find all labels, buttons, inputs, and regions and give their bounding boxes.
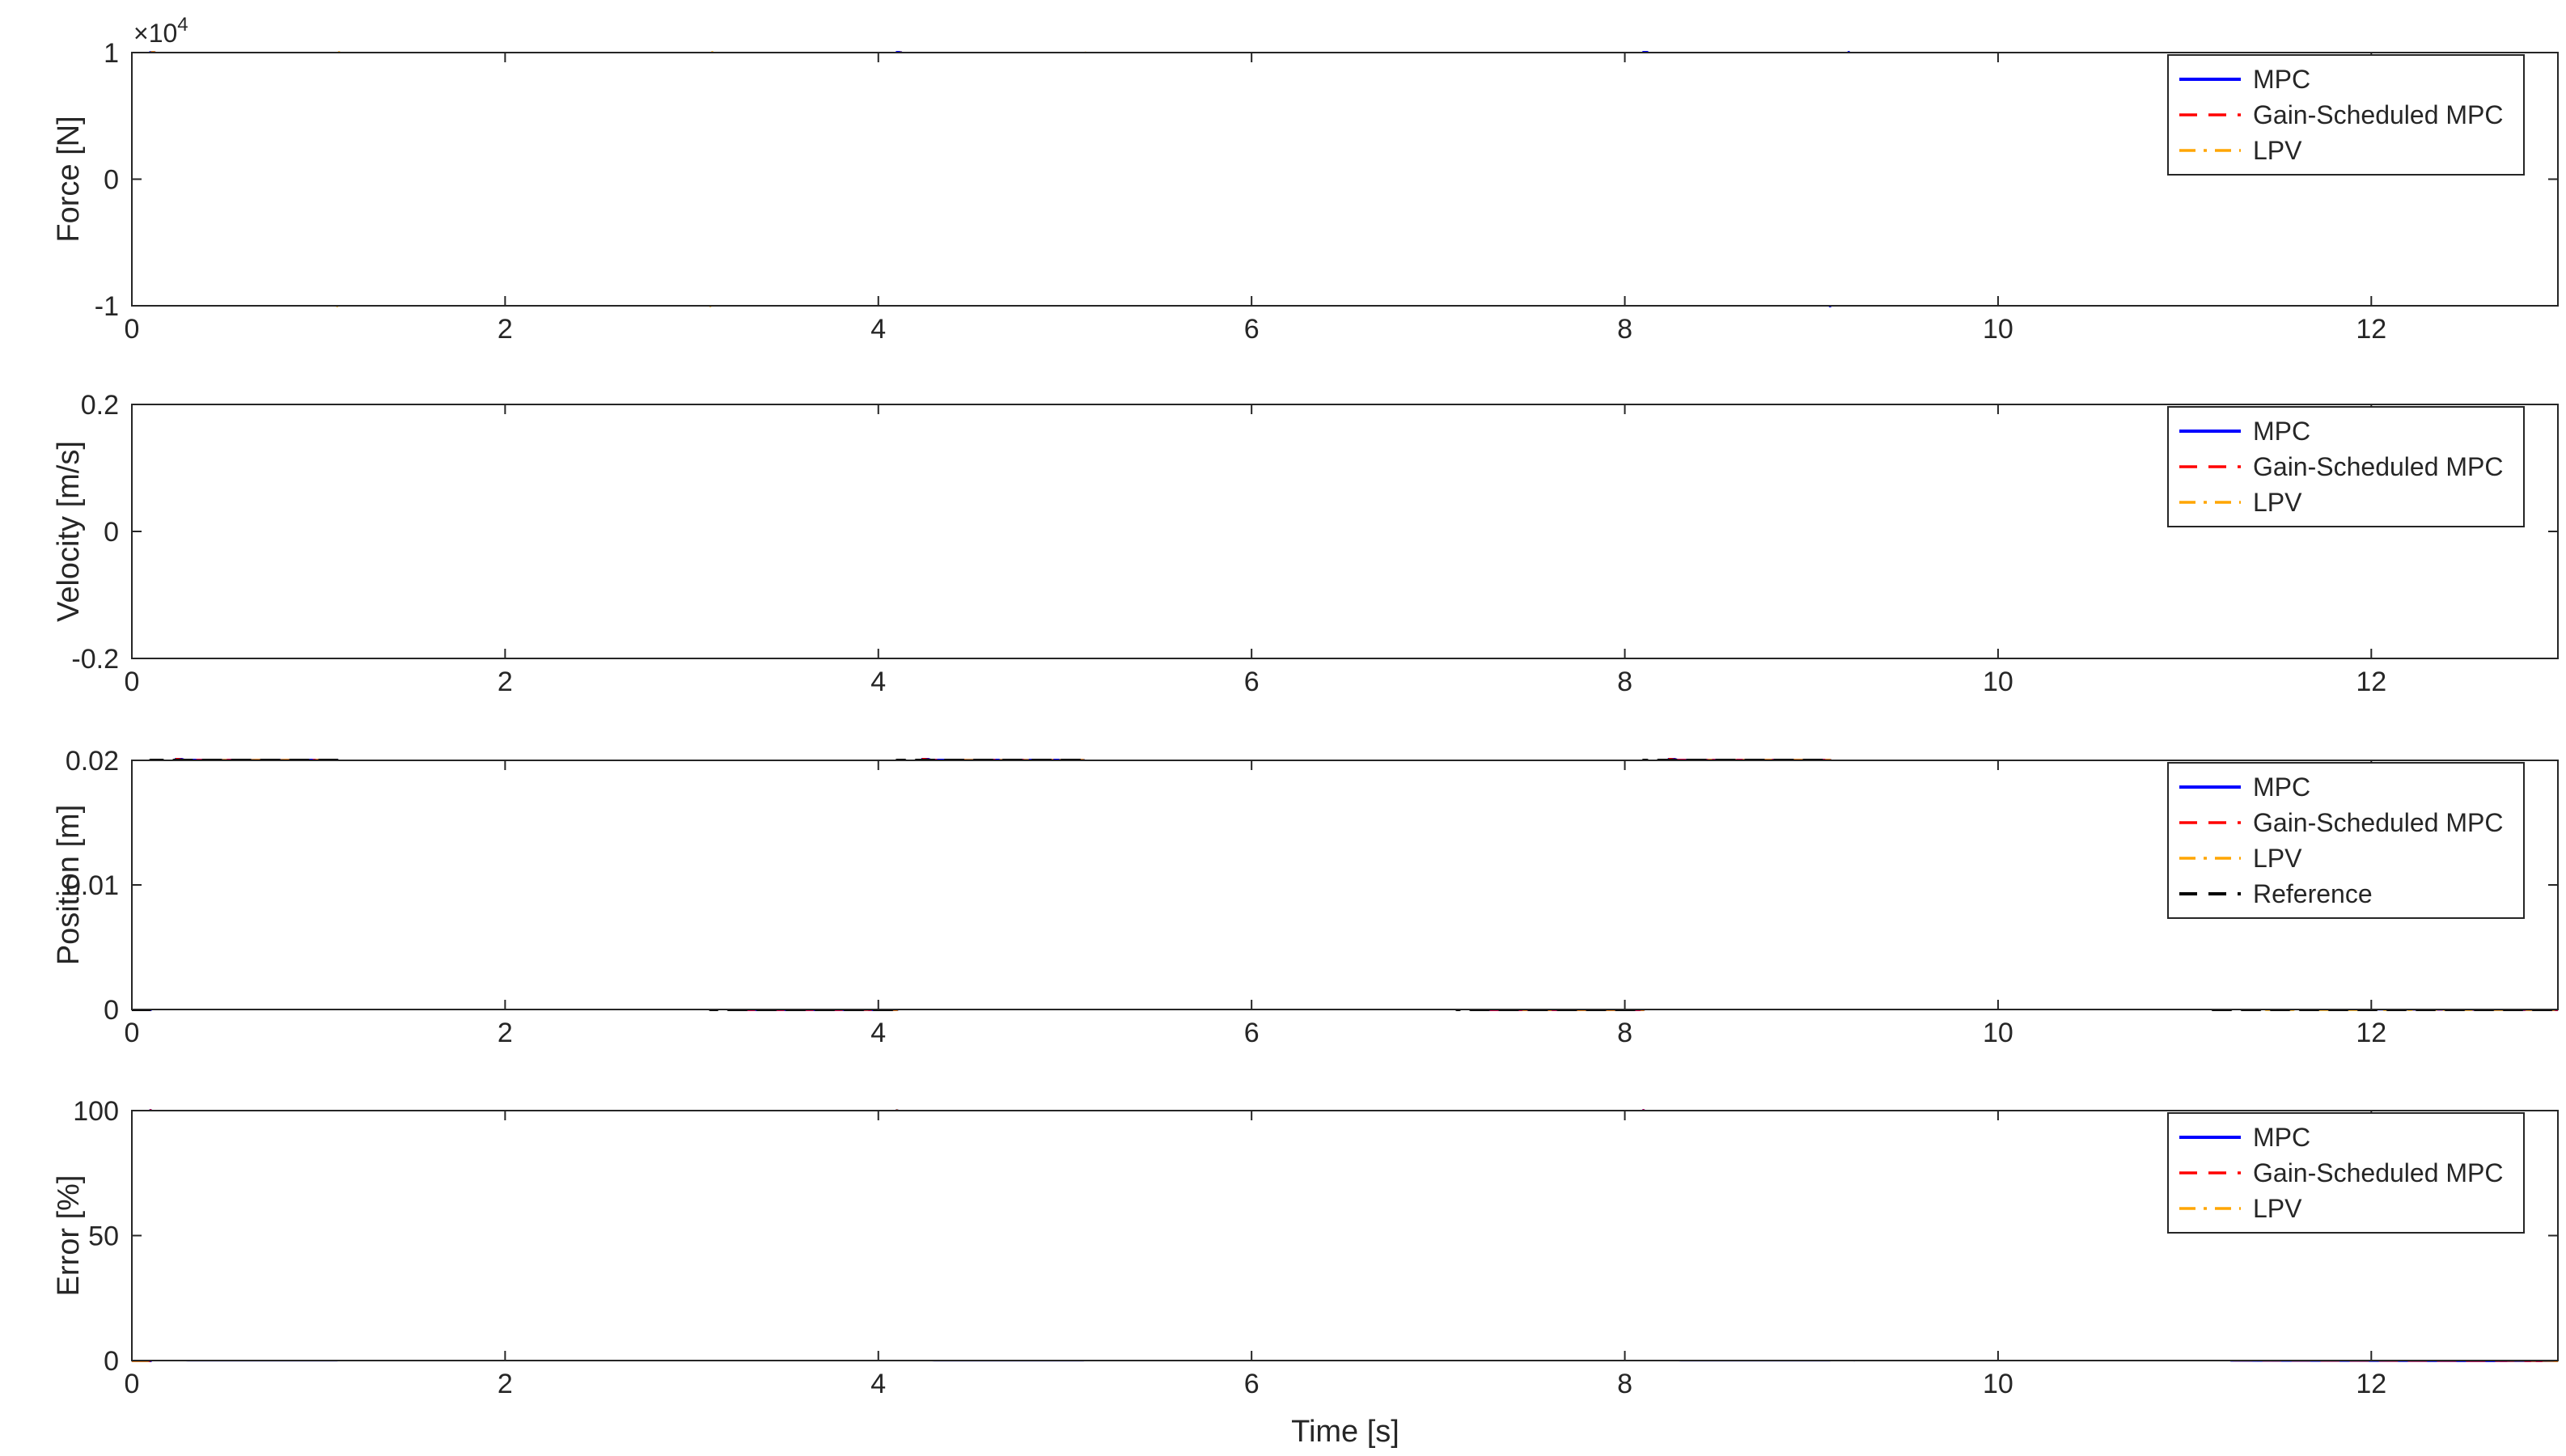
ticks: 0 2 4 6 8 10 12 0 50 100	[73, 1096, 2558, 1399]
x-tick-label: 8	[1617, 667, 1632, 697]
legend-entry: Gain-Scheduled MPC	[2253, 808, 2503, 837]
x-tick-label: 0	[125, 667, 140, 697]
legend: MPC Gain-Scheduled MPC LPV	[2167, 406, 2525, 527]
x-tick-label: 6	[1244, 1018, 1260, 1048]
x-tick-label: 12	[2356, 1369, 2386, 1399]
ticks: 0 2 4 6 8 10 12-101	[95, 38, 2558, 345]
x-tick-label: 12	[2356, 314, 2386, 345]
subplot-4: 0 2 4 6 8 10 12 0 50 100 Error [%] MPC Gain-Schedule…	[52, 1096, 2559, 1399]
plot-frame	[131, 404, 2559, 659]
y-axis-label: Error [%]	[52, 1175, 86, 1297]
y-axis-label: Velocity [m/s]	[52, 441, 86, 622]
ticks: 0 2 4 6 8 10 12-0.200.2	[71, 390, 2558, 697]
legend-entry: LPV	[2253, 1194, 2302, 1223]
legend-entry: Gain-Scheduled MPC	[2253, 452, 2503, 481]
y-tick-label: 0	[104, 517, 119, 548]
x-tick-label: 10	[1983, 667, 2013, 697]
plot-frame	[131, 1110, 2559, 1361]
legend-entry: Reference	[2253, 879, 2373, 908]
x-tick-label: 4	[870, 667, 886, 697]
x-tick-label: 6	[1244, 314, 1260, 345]
x-tick-label: 10	[1983, 1369, 2013, 1399]
y-tick-label: -0.2	[71, 644, 119, 675]
y-tick-label: 0	[104, 165, 119, 196]
x-tick-label: 2	[498, 1018, 513, 1048]
x-axis-label: Time [s]	[1291, 1415, 1399, 1449]
subplot-3: 0 2 4 6 8 10 12 0 0.01 0.02 Position [m] MPC Gain-Sc…	[52, 746, 2559, 1048]
x-tick-label: 4	[870, 314, 886, 345]
x-tick-label: 10	[1983, 1018, 2013, 1048]
legend: MPC Gain-Scheduled MPC LPV	[2167, 1112, 2525, 1234]
y-axis-label: Force [N]	[52, 116, 86, 242]
x-tick-label: 2	[498, 1369, 513, 1399]
x-tick-label: 6	[1244, 1369, 1260, 1399]
y-tick-label: 100	[73, 1096, 119, 1127]
x-tick-label: 4	[870, 1369, 886, 1399]
legend-entry: LPV	[2253, 488, 2302, 517]
plot-frame	[131, 760, 2559, 1010]
y-tick-label: 0	[104, 1346, 119, 1377]
legend-entry: LPV	[2253, 136, 2302, 165]
y-tick-label: 50	[88, 1221, 119, 1252]
legend-entry: MPC	[2253, 65, 2310, 94]
legend: MPC Gain-Scheduled MPC LPV	[2167, 54, 2525, 176]
legend-box	[2167, 1112, 2525, 1234]
legend-box	[2167, 54, 2525, 176]
x-tick-label: 8	[1617, 314, 1632, 345]
x-tick-label: 12	[2356, 1018, 2386, 1048]
ticks: 0 2 4 6 8 10 12 0 0.01 0.02	[66, 746, 2558, 1048]
legend-entry: MPC	[2253, 772, 2310, 802]
y-axis-label: Position [m]	[52, 805, 86, 966]
x-tick-label: 6	[1244, 667, 1260, 697]
y-tick-label: 0	[104, 995, 119, 1026]
legend-entry: Gain-Scheduled MPC	[2253, 1158, 2503, 1187]
x-tick-label: 2	[498, 314, 513, 345]
legend-entry: MPC	[2253, 417, 2310, 446]
y-tick-label: 1	[104, 38, 119, 69]
x-tick-label: 0	[125, 1369, 140, 1399]
y-tick-label: -1	[95, 291, 119, 322]
x-tick-label: 12	[2356, 667, 2386, 697]
x-tick-label: 2	[498, 667, 513, 697]
y-tick-label: 0.01	[66, 870, 119, 901]
legend-entry: Gain-Scheduled MPC	[2253, 100, 2503, 129]
legend-entry: LPV	[2253, 844, 2302, 873]
legend-box	[2167, 406, 2525, 527]
y-tick-label: 0.02	[66, 746, 119, 777]
x-tick-label: 0	[125, 314, 140, 345]
x-tick-label: 0	[125, 1018, 140, 1048]
x-tick-label: 4	[870, 1018, 886, 1048]
x-tick-label: 10	[1983, 314, 2013, 345]
x-tick-label: 8	[1617, 1018, 1632, 1048]
legend: MPC Gain-Scheduled MPC LPV Reference	[2167, 762, 2525, 919]
y-tick-label: 0.2	[81, 390, 119, 421]
legend-entry: MPC	[2253, 1123, 2310, 1152]
x-tick-label: 8	[1617, 1369, 1632, 1399]
y-exponent-power: 4	[177, 14, 188, 36]
